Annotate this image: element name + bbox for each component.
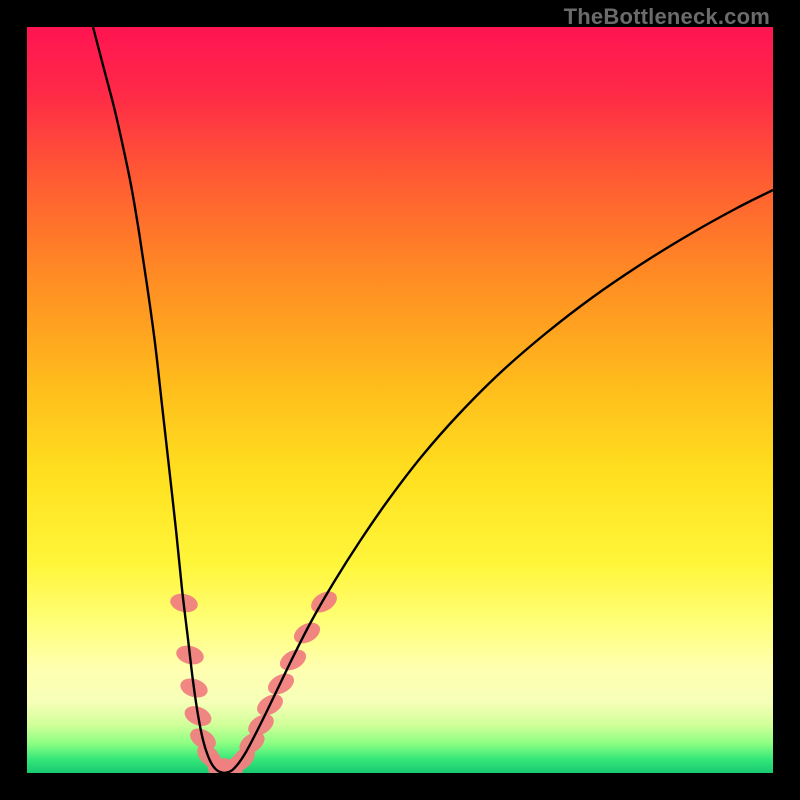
- marker-point: [290, 618, 323, 647]
- curve-layer: [27, 27, 773, 773]
- marker-point: [307, 587, 340, 617]
- curve-right-arm: [224, 190, 773, 773]
- marker-point: [276, 645, 309, 674]
- plot-area: [27, 27, 773, 773]
- watermark-text: TheBottleneck.com: [564, 4, 770, 30]
- curve-left-arm: [93, 27, 224, 773]
- chart-frame: TheBottleneck.com: [0, 0, 800, 800]
